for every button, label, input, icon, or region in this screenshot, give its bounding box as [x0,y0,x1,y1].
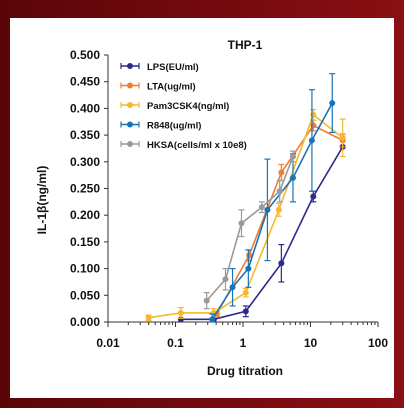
data-point [329,100,336,107]
legend-item: Pam3CSK4(ng/ml) [120,101,229,112]
series-layer [145,73,346,323]
y-tick-label: 0.200 [70,208,100,222]
data-point [246,252,253,259]
data-point [339,134,346,141]
legend-item: HKSA(cells/ml x 10e8) [120,140,247,151]
data-point [310,111,317,118]
legend-swatch-marker [127,141,133,147]
data-point [310,122,317,129]
series-line [216,124,344,315]
legend: LPS(EU/ml) LTA(ug/ml) Pam3CSK4(ng/ml) R848(… [120,62,247,151]
x-tick-label: 100 [368,336,388,350]
data-point [242,289,249,296]
chart-panel [10,18,394,398]
series-line [180,146,344,321]
x-tick-label: 10 [304,336,318,350]
legend-item: R848(ug/ml) [120,121,201,132]
data-point [229,284,236,291]
series-2 [145,108,346,321]
data-point [308,137,315,144]
data-point [177,309,184,316]
data-point [242,308,249,315]
y-tick-label: 0.050 [70,288,100,302]
series-4 [203,150,296,310]
x-tick-label: 0.01 [96,336,120,350]
data-point [278,260,285,267]
legend-item: LPS(EU/ml) [120,62,199,73]
data-point [209,316,216,323]
y-tick-label: 0.400 [70,101,100,115]
legend-swatch-marker [127,102,133,108]
data-point [278,169,285,176]
series-line [206,156,294,302]
legend-label: LTA(ug/ml) [147,82,196,93]
data-point [275,206,282,213]
data-point [276,188,283,195]
legend-swatch-marker [127,121,133,128]
legend-item: LTA(ug/ml) [120,82,196,93]
data-point [289,153,296,160]
data-point [222,276,229,283]
x-axis-title: Drug titration [207,364,283,378]
y-tick-label: 0.300 [70,155,100,169]
data-point [310,193,317,200]
axes: 0.000 0.050 0.100 0.150 0.200 0.250 0.300 0.350… [70,48,388,350]
chart-title: THP-1 [228,38,263,52]
y-tick-label: 0.150 [70,235,100,249]
data-point [264,206,271,213]
legend-label: R848(ug/ml) [147,121,201,132]
x-tick-label: 1 [240,336,247,350]
y-tick-label: 0.350 [70,128,100,142]
x-tick-label: 0.1 [167,336,184,350]
series-0 [177,143,346,323]
legend-label: Pam3CSK4(ng/ml) [147,101,229,112]
data-point [245,265,252,272]
data-point [289,174,296,181]
series-3 [209,73,336,323]
y-tick-label: 0.500 [70,48,100,62]
y-tick-label: 0.450 [70,75,100,89]
data-point [203,297,210,304]
y-tick-label: 0.000 [70,315,100,329]
data-point [258,204,265,211]
y-tick-label: 0.250 [70,182,100,196]
legend-swatch-marker [127,82,133,89]
y-axis-title: IL-1β(ng/ml) [35,166,49,235]
legend-label: HKSA(cells/ml x 10e8) [147,140,247,151]
legend-label: LPS(EU/ml) [147,62,199,73]
data-point [238,220,245,227]
y-tick-label: 0.100 [70,262,100,276]
data-point [145,314,152,321]
legend-swatch-marker [127,63,133,69]
